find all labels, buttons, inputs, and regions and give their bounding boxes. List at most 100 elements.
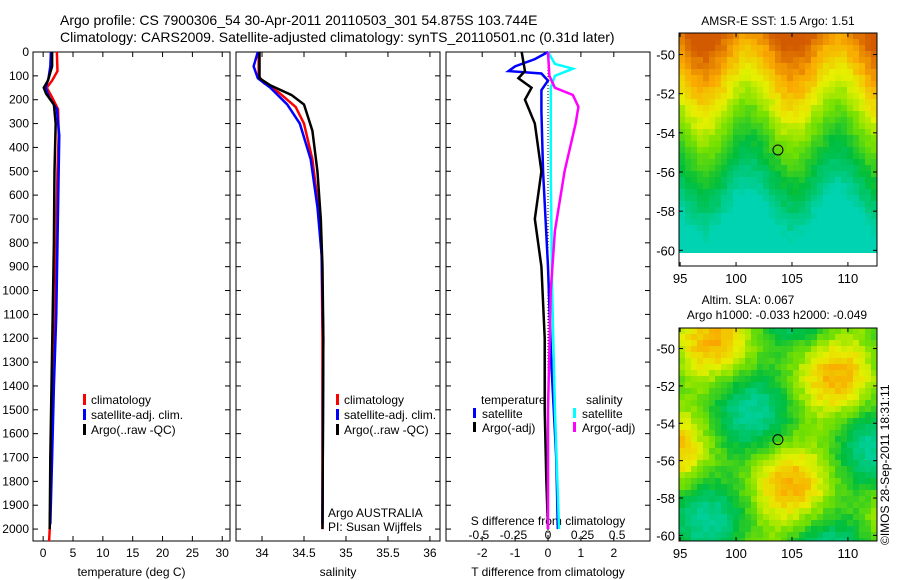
map-cell (823, 406, 829, 412)
map-cell (757, 370, 763, 376)
map-cell (787, 93, 793, 99)
map-cell (691, 249, 697, 253)
map-cell (709, 207, 715, 213)
map-cell (739, 213, 745, 219)
map-cell (859, 520, 865, 526)
map-cell (721, 454, 727, 460)
title-line-2: Climatology: CARS2009. Satellite-adjuste… (60, 29, 615, 45)
map-cell (853, 213, 859, 219)
map-cell (775, 105, 781, 111)
map-cell (865, 165, 871, 171)
map-cell (721, 442, 727, 448)
map-cell (733, 117, 739, 123)
map-cell (703, 526, 709, 532)
map-cell (703, 466, 709, 472)
map-cell (787, 159, 793, 165)
map-cell (841, 376, 847, 382)
map-cell (709, 159, 715, 165)
map-cell (679, 105, 685, 111)
map-cell (685, 382, 691, 388)
map-cell (775, 75, 781, 81)
map-cell (733, 502, 739, 508)
map-cell (697, 496, 703, 502)
map-cell (781, 418, 787, 424)
map-cell (871, 105, 877, 111)
map-cell (853, 352, 859, 358)
map-cell (697, 177, 703, 183)
map-cell (805, 478, 811, 484)
map-cell (829, 334, 835, 340)
map-cell (853, 334, 859, 340)
map-cell (697, 153, 703, 159)
map-cell (865, 418, 871, 424)
x-tick-label: 105 (781, 546, 803, 561)
map-cell (793, 201, 799, 207)
map-cell (769, 111, 775, 117)
map-cell (835, 141, 841, 147)
map-cell (727, 45, 733, 51)
map-cell (781, 99, 787, 105)
map-cell (829, 502, 835, 508)
map-cell (853, 472, 859, 478)
map-cell (811, 105, 817, 111)
map-cell (733, 526, 739, 532)
map-cell (859, 412, 865, 418)
map-cell (733, 520, 739, 526)
map-cell (685, 394, 691, 400)
map-cell (871, 418, 877, 424)
map-cell (835, 87, 841, 93)
map-cell (703, 388, 709, 394)
map-cell (829, 442, 835, 448)
map-cell (775, 346, 781, 352)
map-cell (739, 454, 745, 460)
map-cell (817, 63, 823, 69)
map-cell (769, 352, 775, 358)
map-cell (727, 57, 733, 63)
map-cell (823, 358, 829, 364)
map-cell (769, 340, 775, 346)
map-cell (817, 105, 823, 111)
map-cell (721, 189, 727, 195)
map-cell (697, 532, 703, 538)
map-cell (721, 532, 727, 538)
map-cell (769, 81, 775, 87)
map-cell (691, 171, 697, 177)
map-cell (847, 201, 853, 207)
map-cell (793, 466, 799, 472)
map-cell (715, 418, 721, 424)
map-cell (805, 370, 811, 376)
map-cell (781, 412, 787, 418)
map-cell (787, 376, 793, 382)
map-cell (871, 466, 877, 472)
map-cell (685, 45, 691, 51)
map-cell (679, 93, 685, 99)
map-cell (721, 249, 727, 253)
map-cell (805, 382, 811, 388)
map-cell (829, 412, 835, 418)
map-cell (769, 358, 775, 364)
map-cell (757, 364, 763, 370)
map-cell (763, 388, 769, 394)
map-cell (799, 123, 805, 129)
map-cell (709, 442, 715, 448)
map-cell (847, 111, 853, 117)
map-cell (727, 448, 733, 454)
map-cell (811, 454, 817, 460)
map-cell (715, 153, 721, 159)
map-cell (679, 430, 685, 436)
map-cell (745, 237, 751, 243)
map-cell (769, 75, 775, 81)
map-cell (751, 129, 757, 135)
map-cell (751, 219, 757, 225)
map-cell (733, 352, 739, 358)
map-cell (757, 63, 763, 69)
map-cell (811, 376, 817, 382)
map-cell (697, 364, 703, 370)
map-cell (703, 33, 709, 39)
map-cell (865, 388, 871, 394)
map-cell (793, 526, 799, 532)
map-cell (721, 376, 727, 382)
map-cell (685, 358, 691, 364)
map-cell (823, 526, 829, 532)
map-cell (715, 213, 721, 219)
